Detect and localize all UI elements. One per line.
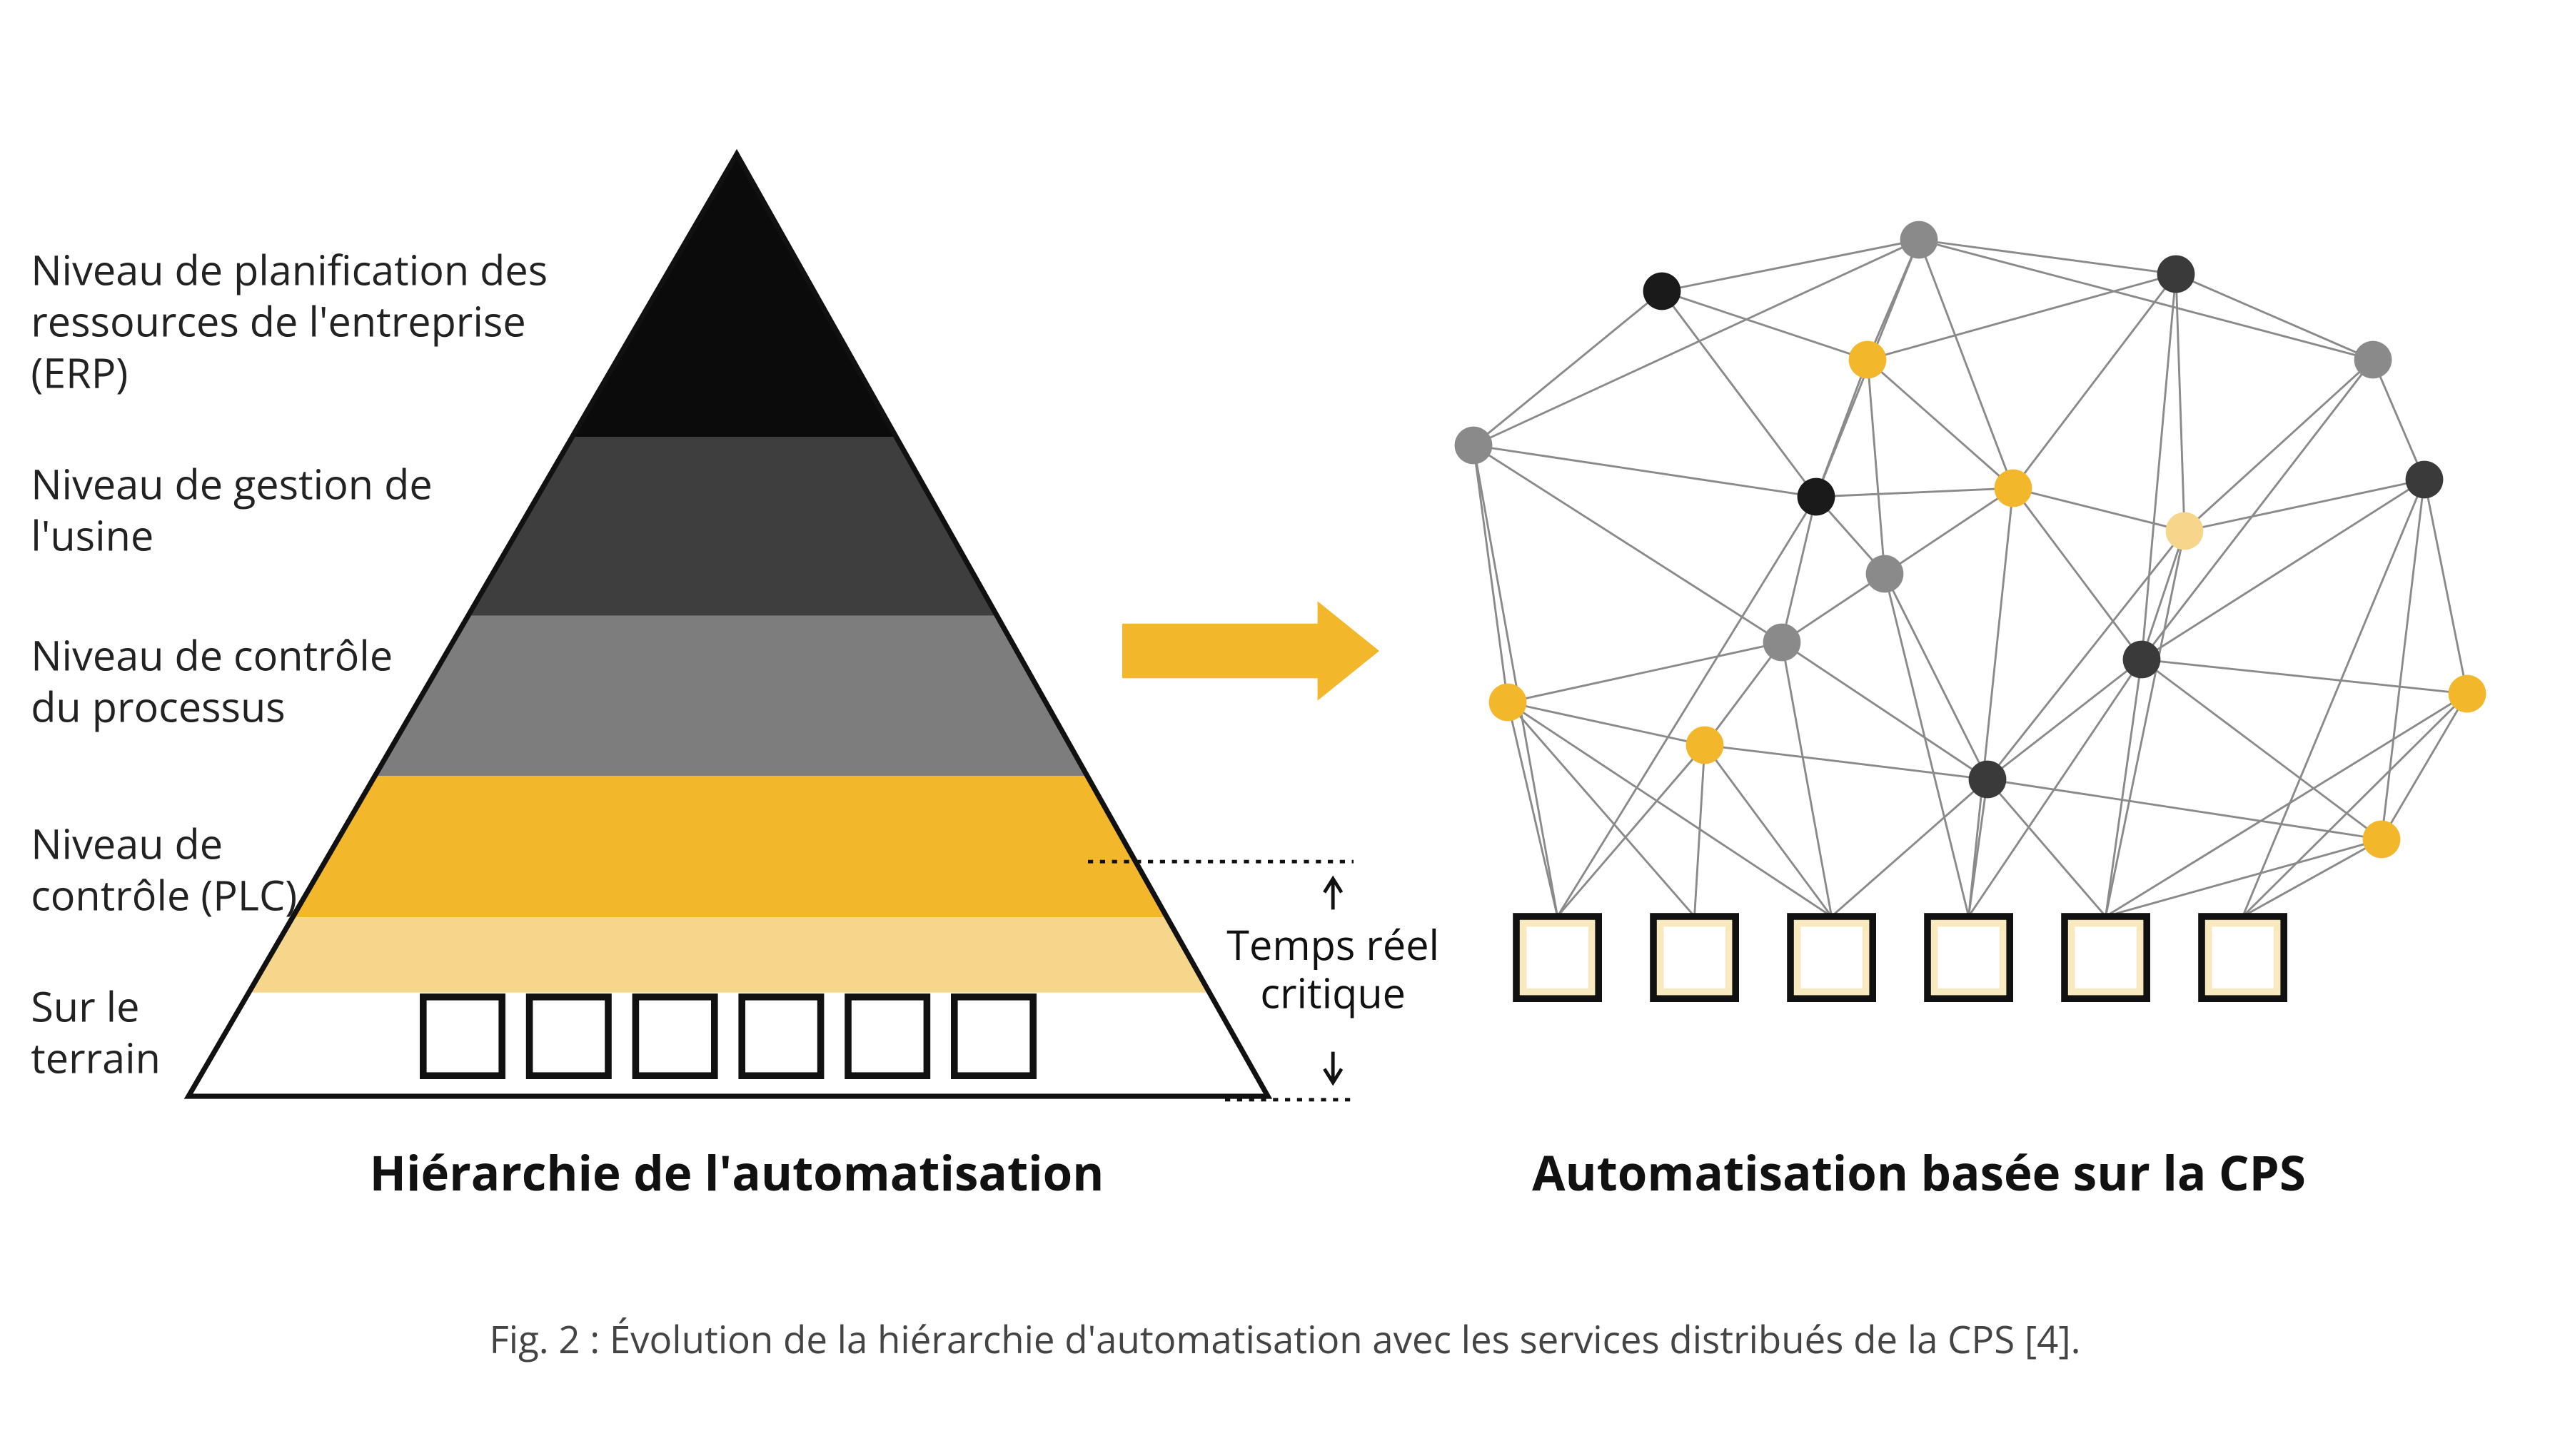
network-node: [2354, 341, 2392, 379]
field-device-box: [423, 997, 502, 1076]
svg-text:Niveau de: Niveau de: [31, 814, 223, 871]
svg-text:Niveau de gestion de: Niveau de gestion de: [31, 455, 432, 511]
svg-text:du processus: du processus: [31, 677, 286, 734]
field-device-box: [954, 997, 1033, 1076]
left-title: Hiérarchie de l'automatisation: [370, 1139, 1104, 1205]
network-node: [1969, 761, 2007, 799]
right-title: Automatisation basée sur la CPS: [1532, 1139, 2306, 1205]
svg-text:terrain: terrain: [31, 1028, 161, 1085]
svg-text:critique: critique: [1260, 964, 1406, 1020]
network-node: [2157, 256, 2195, 293]
field-device-box: [848, 997, 927, 1076]
field-device-box: [530, 997, 608, 1076]
figure-caption: Fig. 2 : Évolution de la hiérarchie d'au…: [490, 1314, 2081, 1365]
pyramid-band-3: [293, 776, 1167, 917]
network-node: [1643, 273, 1681, 310]
svg-text:Niveau de contrôle: Niveau de contrôle: [31, 626, 393, 682]
network-node: [1995, 470, 2032, 507]
svg-text:(ERP): (ERP): [31, 343, 128, 400]
network-node: [2123, 641, 2161, 679]
network-node: [2449, 675, 2486, 713]
network-node: [1849, 341, 1887, 379]
svg-text:Niveau de planification des: Niveau de planification des: [31, 241, 548, 297]
field-device-box: [635, 997, 714, 1076]
network-node: [1489, 684, 1527, 722]
network-node: [1686, 727, 1724, 764]
svg-text:l'usine: l'usine: [31, 506, 153, 562]
network-node: [2406, 461, 2444, 499]
pyramid-band-4: [248, 917, 1209, 993]
svg-text:contrôle (PLC): contrôle (PLC): [31, 866, 297, 922]
network-node: [1455, 427, 1493, 465]
network-node: [1900, 221, 1938, 259]
svg-text:ressources de l'entreprise: ressources de l'entreprise: [31, 292, 525, 348]
network-node: [1763, 624, 1801, 662]
network-node: [1866, 555, 1904, 593]
svg-text:Sur le: Sur le: [31, 977, 139, 1033]
pyramid-band-2: [375, 616, 1087, 776]
field-device-box: [742, 997, 820, 1076]
network-node: [1798, 478, 1835, 516]
pyramid-band-5: [188, 993, 1268, 1096]
network-node: [2363, 821, 2401, 859]
network-node: [2166, 512, 2204, 550]
